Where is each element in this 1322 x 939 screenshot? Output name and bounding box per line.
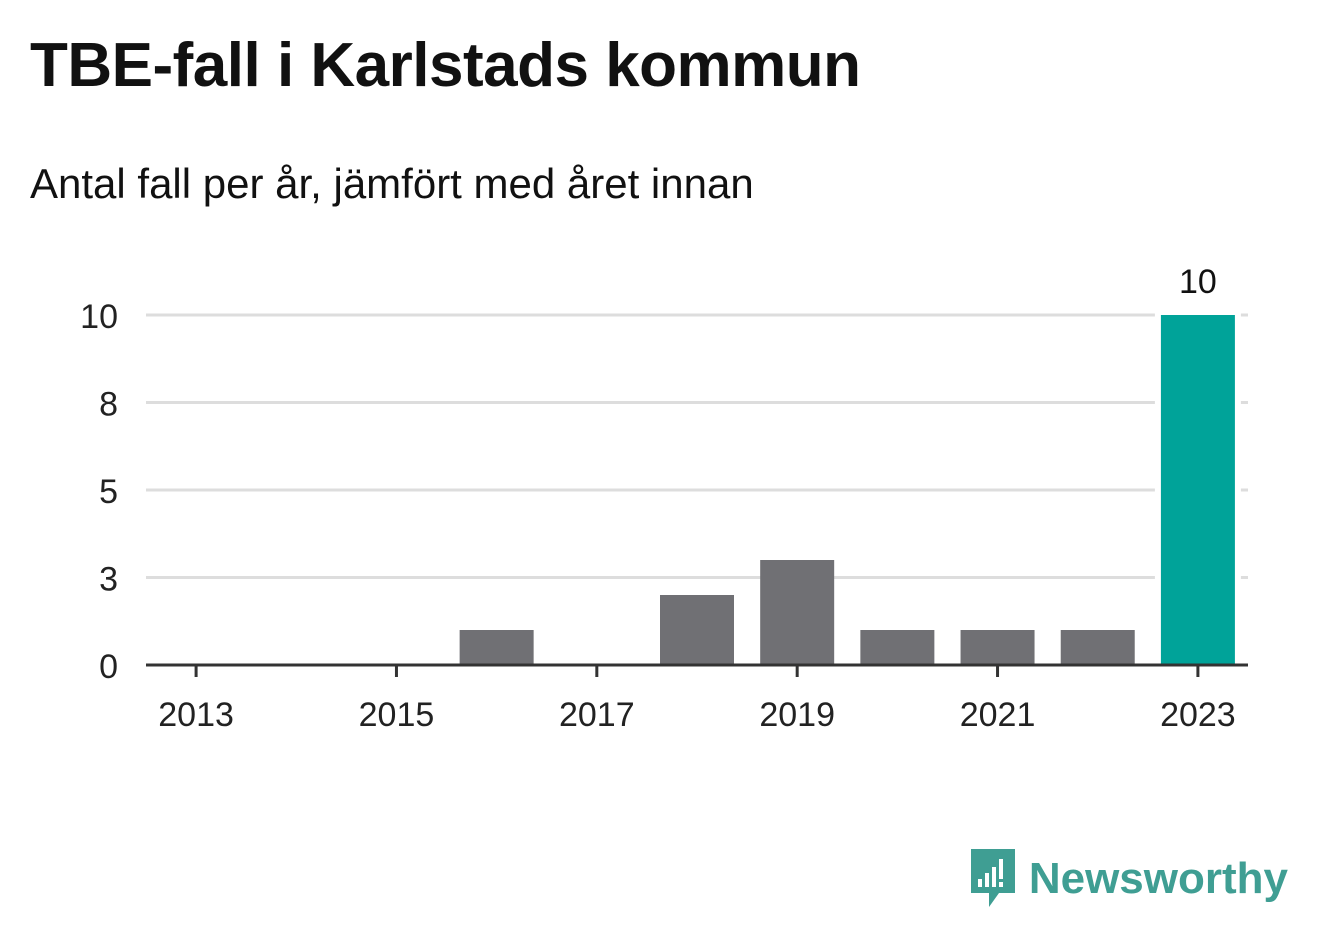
- data-label: 10: [1179, 263, 1217, 301]
- y-tick-label: 0: [99, 648, 118, 686]
- bar-2016: [459, 630, 534, 665]
- brand-name: Newsworthy: [1028, 854, 1288, 903]
- y-tick-label: 8: [99, 386, 118, 424]
- bars: [459, 311, 1241, 665]
- bar-2021: [960, 630, 1035, 665]
- grid-lines: [146, 313, 1248, 579]
- newsworthy-chart-bubble-icon: [970, 849, 1015, 907]
- bar-highlight-2023: [1160, 315, 1235, 665]
- x-tick-label: 2013: [158, 696, 234, 734]
- bar-2019: [760, 560, 835, 665]
- y-tick-label: 3: [99, 561, 118, 599]
- x-tick-label: 2019: [759, 696, 835, 734]
- x-tick-label: 2015: [359, 696, 435, 734]
- chart-title: TBE-fall i Karlstads kommun: [30, 31, 861, 100]
- y-tick-label: 5: [99, 473, 118, 511]
- bar-2022: [1060, 630, 1135, 665]
- x-tick-label: 2017: [559, 696, 635, 734]
- newsworthy-logo: Newsworthy: [969, 849, 1288, 909]
- y-tick-label: 10: [80, 298, 118, 336]
- x-axis: [146, 663, 1248, 677]
- bar-2018: [660, 595, 734, 665]
- chart-subtitle: Antal fall per år, jämfört med året inna…: [30, 160, 754, 207]
- x-tick-label: 2023: [1160, 696, 1236, 734]
- x-axis-labels: 2013 2015 2017 2019 2021 2023: [158, 696, 1235, 734]
- bar-2020: [860, 630, 935, 665]
- x-tick-label: 2021: [960, 696, 1036, 734]
- y-axis-labels: 0 3 5 8 10: [80, 298, 118, 686]
- data-labels: 10: [1179, 263, 1217, 301]
